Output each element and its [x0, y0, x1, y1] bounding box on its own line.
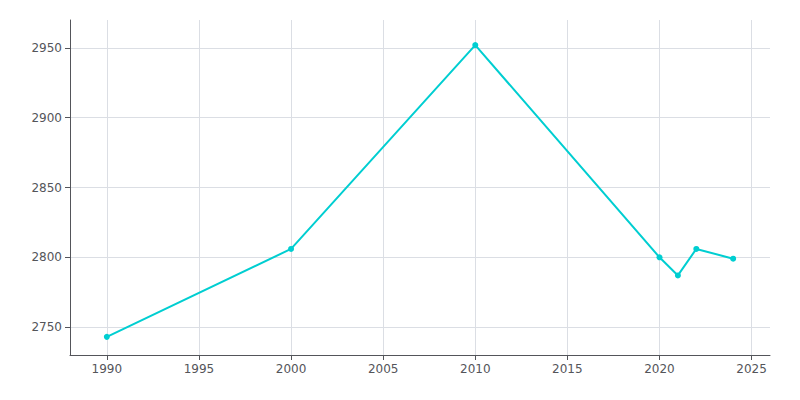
svg-text:2020: 2020 [644, 362, 675, 376]
svg-text:2950: 2950 [31, 41, 62, 55]
svg-text:2850: 2850 [31, 181, 62, 195]
svg-text:2750: 2750 [31, 320, 62, 334]
svg-text:2800: 2800 [31, 250, 62, 264]
svg-text:2900: 2900 [31, 111, 62, 125]
svg-text:2005: 2005 [368, 362, 399, 376]
svg-text:2010: 2010 [460, 362, 491, 376]
svg-text:2025: 2025 [736, 362, 767, 376]
svg-text:2000: 2000 [276, 362, 307, 376]
svg-text:1990: 1990 [92, 362, 123, 376]
svg-text:1995: 1995 [184, 362, 215, 376]
svg-text:2015: 2015 [552, 362, 583, 376]
